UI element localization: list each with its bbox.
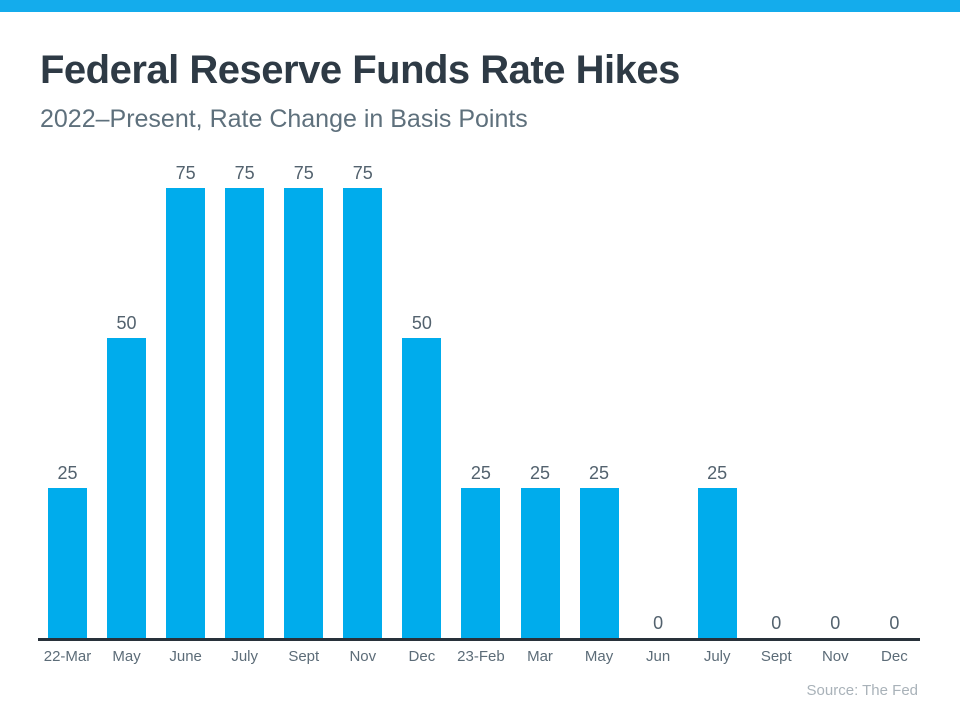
bar-july [225,188,265,638]
bar-slot: 0 [757,161,796,638]
page-title: Federal Reserve Funds Rate Hikes [40,48,680,92]
x-axis-label-text: June [169,648,202,665]
bar-dec [402,338,442,638]
bar-mar [520,488,560,638]
bar-slot: 0 [816,161,855,638]
bar-chart-plot-area: 25 50 75 75 75 75 50 25 25 25 0 25 0 0 0 [38,161,920,641]
x-axis-label-text: Nov [349,648,377,665]
bar-value-label: 0 [830,613,841,633]
x-axis-label: Nov [816,648,855,666]
bar-22-mar [48,488,87,638]
bar-july [697,488,737,638]
x-axis-label: July [698,648,737,666]
x-axis-label-text: Dec [881,648,908,665]
bar-nov [343,188,383,638]
bar-value-label: 25 [529,463,551,483]
bar-value-label: 0 [771,613,782,633]
bar-slot: 25 [461,161,501,638]
x-axis-label: Dec [875,648,914,666]
bar-slot: 25 [579,161,619,638]
bar-sept [284,188,324,638]
x-axis-label-text: Mar [527,648,553,665]
bar-slot: 50 [107,161,147,638]
x-axis-label-text: July [231,648,259,665]
bar-value-label: 50 [116,313,137,333]
accent-top-strip [0,0,960,12]
bar-slot: 0 [639,161,678,638]
bar-value-label: 25 [57,463,78,483]
x-axis-label: Sept [757,648,796,666]
x-axis-label-text: Nov [821,648,849,665]
x-axis-label: May [107,648,146,666]
x-axis-label-text: May [112,648,141,665]
bar-value-label: 75 [293,163,314,183]
bar-slot: 75 [166,161,206,638]
bar-value-label: 75 [234,163,255,183]
bar-value-label: 75 [352,163,373,183]
x-axis-label-text: July [703,648,731,665]
bar-value-label: 0 [889,613,900,633]
bar-slot: 75 [225,161,265,638]
x-axis-label: May [580,648,619,666]
x-axis-label-text: Sept [288,648,320,665]
x-axis-label: July [225,648,264,666]
x-axis-label-text: 23-Feb [457,648,505,665]
x-axis-label-text: 22-Mar [43,648,92,665]
x-axis-label-text: Dec [408,648,436,665]
bar-slot: 0 [875,161,914,638]
bar-slot: 25 [520,161,560,638]
x-axis-label: Nov [343,648,382,666]
source-note: Source: The Fed [806,682,918,699]
x-axis-label-text: Jun [646,648,671,665]
bar-value-label: 25 [589,463,610,483]
x-axis-label: Mar [521,648,560,666]
bar-value-label: 25 [470,463,491,483]
bar-slot: 75 [284,161,324,638]
bar-slot: 25 [697,161,737,638]
x-axis-label: Sept [284,648,323,666]
bar-value-label: 75 [175,163,196,183]
bar-value-label: 25 [707,463,728,483]
bar-may [579,488,619,638]
x-axis-label-text: May [584,648,614,665]
x-axis-label: Dec [402,648,441,666]
x-axis-label: 23-Feb [457,648,505,666]
x-axis-label: 22-Mar [44,648,92,666]
bar-may [107,338,147,638]
page-subtitle: 2022–Present, Rate Change in Basis Point… [40,105,528,133]
bar-value-label: 50 [411,313,432,333]
bar-slot: 25 [48,161,87,638]
bar-slot: 75 [343,161,383,638]
bar-slot: 50 [402,161,442,638]
x-axis-labels-row: 22-Mar May June July Sept Nov Dec 23-Feb Mar May J… [38,648,920,666]
bar-23-feb [461,488,501,638]
x-axis-label: Jun [639,648,678,666]
x-axis-label-text: Sept [760,648,792,665]
bar-june [166,188,206,638]
x-axis-label: June [166,648,205,666]
bar-value-label: 0 [653,613,664,633]
